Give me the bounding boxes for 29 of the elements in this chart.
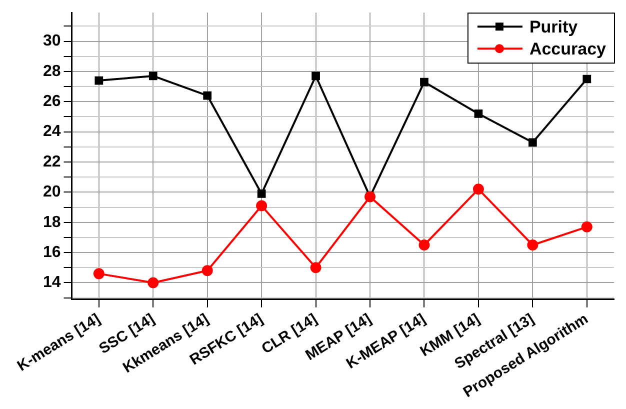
point (256, 200, 268, 212)
point (420, 78, 428, 86)
y-tick-label: 24 (43, 123, 61, 140)
point (93, 268, 104, 280)
point (581, 221, 592, 232)
point (257, 190, 266, 198)
y-tick-label: 14 (43, 274, 61, 292)
point (148, 72, 158, 80)
y-tick-label: 18 (43, 214, 61, 231)
point (202, 265, 213, 276)
legend-label: Purity (529, 17, 578, 36)
point (472, 184, 484, 195)
point (582, 74, 592, 84)
y-tick-label: 16 (43, 244, 61, 261)
y-tick-label: 28 (43, 62, 61, 80)
y-tick-label: 20 (43, 184, 61, 201)
point (203, 91, 212, 100)
point (474, 110, 483, 118)
point (148, 277, 159, 288)
point (418, 240, 430, 251)
point (94, 76, 104, 85)
y-tick-label: 30 (43, 32, 61, 50)
point (310, 262, 322, 274)
point (528, 138, 537, 147)
y-tick-label: 26 (43, 93, 61, 110)
point (527, 240, 538, 251)
point (312, 72, 320, 80)
legend-label: Accuracy (529, 39, 607, 58)
y-tick-label: 22 (43, 153, 61, 170)
